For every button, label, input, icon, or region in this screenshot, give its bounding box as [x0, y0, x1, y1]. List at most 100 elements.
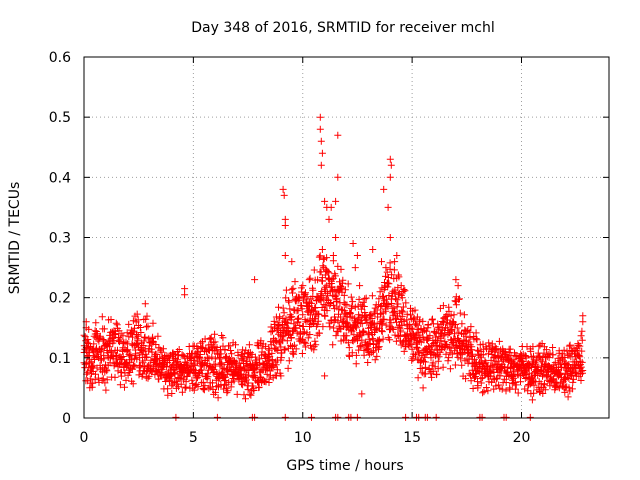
data-point — [477, 379, 485, 387]
data-points — [80, 113, 587, 421]
data-point — [291, 278, 299, 286]
data-point — [111, 331, 119, 338]
data-point — [446, 365, 454, 373]
data-point — [541, 380, 548, 388]
data-point-zero — [213, 413, 221, 421]
data-point — [141, 300, 149, 308]
data-point — [201, 382, 209, 390]
data-point — [386, 265, 394, 273]
data-point — [224, 387, 232, 395]
data-point — [302, 339, 310, 347]
data-point — [278, 333, 286, 341]
data-point — [310, 266, 318, 274]
data-point — [107, 316, 115, 323]
data-point — [207, 334, 215, 342]
data-point — [242, 395, 249, 403]
x-tick-label: 10 — [294, 430, 312, 446]
data-point — [429, 359, 437, 367]
data-point — [380, 315, 388, 323]
data-point — [426, 332, 434, 340]
data-point — [143, 353, 151, 361]
data-point — [221, 346, 229, 353]
data-point — [283, 337, 291, 345]
data-point — [410, 316, 417, 324]
data-point — [154, 332, 162, 340]
data-point — [314, 320, 322, 328]
x-tick-label: 20 — [513, 430, 531, 446]
data-point — [323, 254, 331, 262]
data-point — [439, 363, 447, 371]
data-point — [490, 353, 498, 361]
data-point — [452, 321, 459, 328]
data-point — [159, 345, 167, 353]
data-point — [445, 303, 453, 311]
data-point — [281, 222, 289, 229]
data-point — [361, 309, 369, 316]
data-point — [427, 354, 435, 362]
data-point — [277, 343, 285, 351]
data-point — [304, 303, 312, 310]
data-point-zero — [526, 413, 534, 421]
data-point — [412, 351, 419, 359]
data-point — [137, 329, 145, 336]
data-point — [86, 359, 94, 367]
data-point — [390, 266, 398, 274]
data-point — [250, 387, 258, 394]
data-point — [444, 357, 452, 365]
data-point — [270, 317, 278, 325]
data-point — [321, 312, 329, 320]
data-point — [340, 291, 348, 299]
data-point — [132, 350, 140, 358]
data-point — [277, 372, 285, 380]
data-point — [387, 161, 395, 169]
data-point — [209, 369, 217, 376]
data-point — [115, 334, 122, 341]
data-point — [382, 264, 390, 272]
data-point — [351, 264, 359, 272]
data-point — [89, 352, 97, 360]
data-point — [317, 268, 325, 276]
data-point — [541, 386, 549, 394]
data-point — [139, 359, 147, 367]
data-point — [372, 325, 380, 333]
data-point — [579, 312, 587, 320]
data-point — [312, 341, 320, 349]
data-point — [437, 337, 445, 345]
data-point — [410, 314, 418, 322]
data-point — [388, 292, 396, 300]
data-point — [578, 336, 586, 344]
data-point — [100, 325, 108, 333]
data-point — [566, 341, 574, 349]
data-point — [353, 252, 361, 259]
data-point — [466, 333, 474, 341]
data-point — [226, 342, 234, 350]
data-point — [285, 298, 293, 306]
data-point — [183, 362, 191, 370]
data-point — [379, 335, 387, 343]
data-point — [389, 311, 397, 319]
data-point — [284, 364, 292, 372]
data-point — [438, 318, 446, 325]
data-point — [143, 323, 150, 331]
data-point — [398, 294, 406, 302]
data-point — [329, 252, 337, 259]
data-point — [206, 335, 214, 343]
data-point — [543, 372, 551, 380]
data-point — [539, 366, 547, 374]
data-point — [358, 320, 366, 327]
data-point — [318, 149, 326, 157]
data-point — [447, 312, 455, 320]
data-point — [265, 345, 273, 353]
data-point — [199, 385, 207, 393]
data-point — [336, 278, 343, 286]
data-point — [366, 340, 374, 347]
data-point — [386, 336, 394, 344]
data-point — [244, 386, 252, 394]
data-point — [516, 365, 524, 373]
data-point — [371, 356, 379, 364]
data-point — [149, 333, 157, 341]
data-point — [342, 311, 350, 319]
data-point — [144, 374, 152, 382]
data-point — [346, 352, 353, 360]
data-point — [247, 391, 255, 399]
